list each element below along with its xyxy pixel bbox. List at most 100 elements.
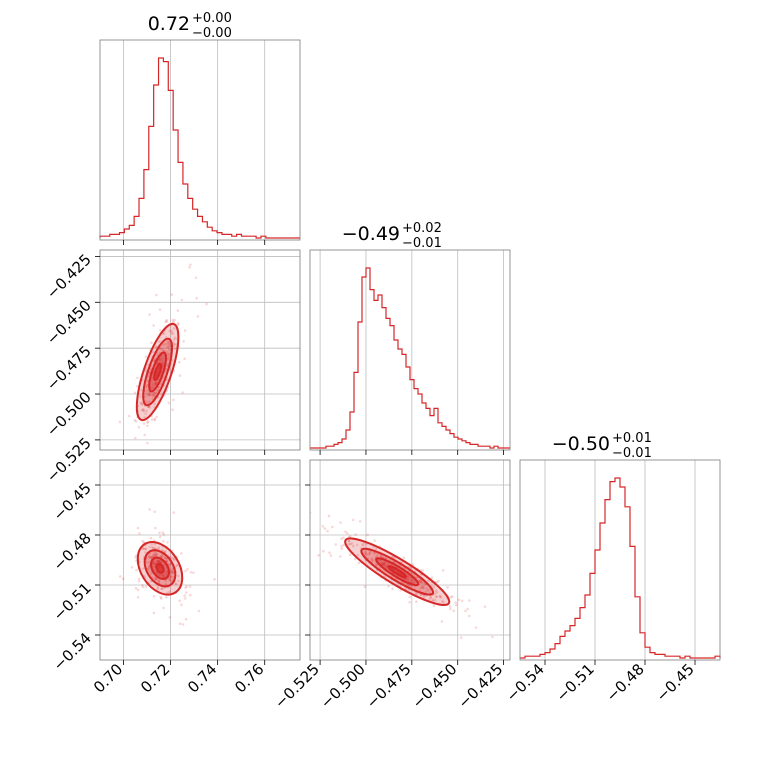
sample-point (483, 605, 487, 608)
x-tick-label-param-1: −0.450 (409, 660, 461, 712)
sample-point (410, 571, 413, 575)
marks-layer (99, 57, 721, 659)
sample-point (159, 357, 163, 360)
sample-point (166, 345, 169, 349)
sample-point (161, 573, 164, 577)
sample-point (409, 576, 412, 579)
sample-point (150, 572, 153, 576)
sample-point (164, 549, 167, 553)
sample-point (173, 343, 176, 346)
sample-point (380, 562, 384, 566)
sample-point (184, 617, 188, 621)
sample-point (164, 579, 167, 583)
sample-point (340, 544, 343, 548)
sample-point (168, 352, 171, 356)
sample-point (382, 563, 386, 567)
sample-point (385, 566, 388, 569)
sample-point (125, 452, 128, 455)
sample-point (373, 539, 377, 542)
sample-point (155, 362, 159, 365)
sample-point (157, 581, 160, 584)
x-tick-label-param-1: −0.500 (317, 660, 369, 712)
sample-point (149, 536, 153, 540)
sample-point (173, 558, 176, 562)
sample-point (170, 293, 174, 296)
sample-point (185, 585, 188, 588)
title-value-2: −0.50 (552, 433, 610, 455)
sample-point (153, 542, 157, 546)
sample-point (172, 327, 176, 330)
sample-point (164, 367, 168, 371)
title-value-1: −0.49 (342, 223, 400, 245)
sample-point (141, 567, 145, 570)
y-tick-label-param-1: −0.475 (43, 342, 95, 394)
sample-point (370, 557, 373, 560)
sample-point (405, 578, 408, 581)
x-tick-label-param-0: 0.72 (137, 660, 173, 696)
sample-point (172, 341, 175, 345)
sample-point (151, 546, 154, 549)
y-tick-label-param-1: −0.425 (43, 251, 95, 303)
sample-point (383, 561, 386, 565)
sample-point (419, 579, 422, 583)
sample-point (342, 536, 345, 540)
panel-frame-0-2 (99, 459, 301, 661)
sample-point (451, 595, 454, 598)
sample-point (355, 543, 359, 547)
sample-point (152, 555, 156, 558)
sample-point (162, 357, 165, 360)
sample-point (422, 582, 426, 585)
sample-point (167, 356, 170, 359)
sample-point (426, 589, 430, 592)
sample-point (408, 601, 412, 604)
sample-point (160, 555, 163, 559)
sample-point (141, 539, 144, 543)
sample-point (181, 391, 184, 394)
sample-point (382, 561, 386, 565)
sample-point (425, 587, 428, 590)
sample-point (421, 569, 425, 572)
sample-point (178, 599, 181, 603)
sample-point (140, 409, 144, 412)
sample-point (163, 573, 166, 577)
sample-point (165, 595, 168, 599)
sample-point (167, 346, 170, 349)
sample-point (414, 592, 418, 595)
sample-point (317, 553, 320, 557)
sample-point (339, 521, 342, 524)
sample-point (449, 607, 452, 611)
sample-point (160, 548, 164, 552)
sample-point (353, 557, 357, 561)
sample-point (154, 382, 158, 386)
sample-point (384, 564, 387, 568)
labels-layer: 0.72 +0.00−0.00−0.49 +0.02−0.01−0.50 +0.01−… (43, 11, 698, 712)
sample-point (172, 320, 176, 324)
sample-point (157, 560, 160, 564)
sample-point (155, 552, 158, 556)
sample-point (446, 586, 450, 589)
sample-point (159, 329, 162, 332)
sample-point (148, 477, 151, 480)
sample-point (140, 403, 143, 407)
sample-point (162, 332, 166, 335)
sample-point (151, 386, 154, 390)
sample-point (151, 553, 155, 557)
sample-point (155, 577, 158, 581)
sample-point (171, 571, 175, 574)
sample-point (415, 600, 418, 603)
sample-point (429, 596, 433, 599)
sample-point (328, 551, 331, 554)
sample-point (177, 323, 180, 326)
sample-point (174, 582, 177, 585)
sample-point (143, 551, 147, 554)
x-tick-label-param-0: 0.70 (90, 660, 126, 696)
sample-point (156, 571, 159, 575)
frames-layer (95, 39, 721, 665)
sample-point (331, 525, 334, 529)
sample-point (160, 561, 163, 564)
sample-point (139, 401, 142, 405)
sample-point (137, 577, 141, 581)
sample-point (415, 592, 419, 595)
sample-point (142, 547, 146, 551)
sample-point (205, 302, 208, 306)
